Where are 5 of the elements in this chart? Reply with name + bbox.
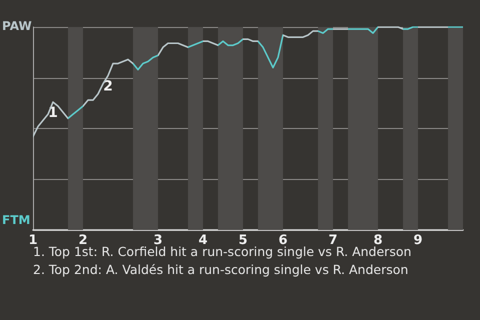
text: PAW bbox=[2, 19, 32, 33]
x-tick-label: 9 bbox=[413, 233, 423, 248]
annotation: 2 bbox=[103, 78, 113, 95]
text: 2. Top 2nd: A. Valdés hit a run-scoring single vs R. Anderson bbox=[33, 262, 408, 277]
text: FTM bbox=[2, 213, 30, 227]
